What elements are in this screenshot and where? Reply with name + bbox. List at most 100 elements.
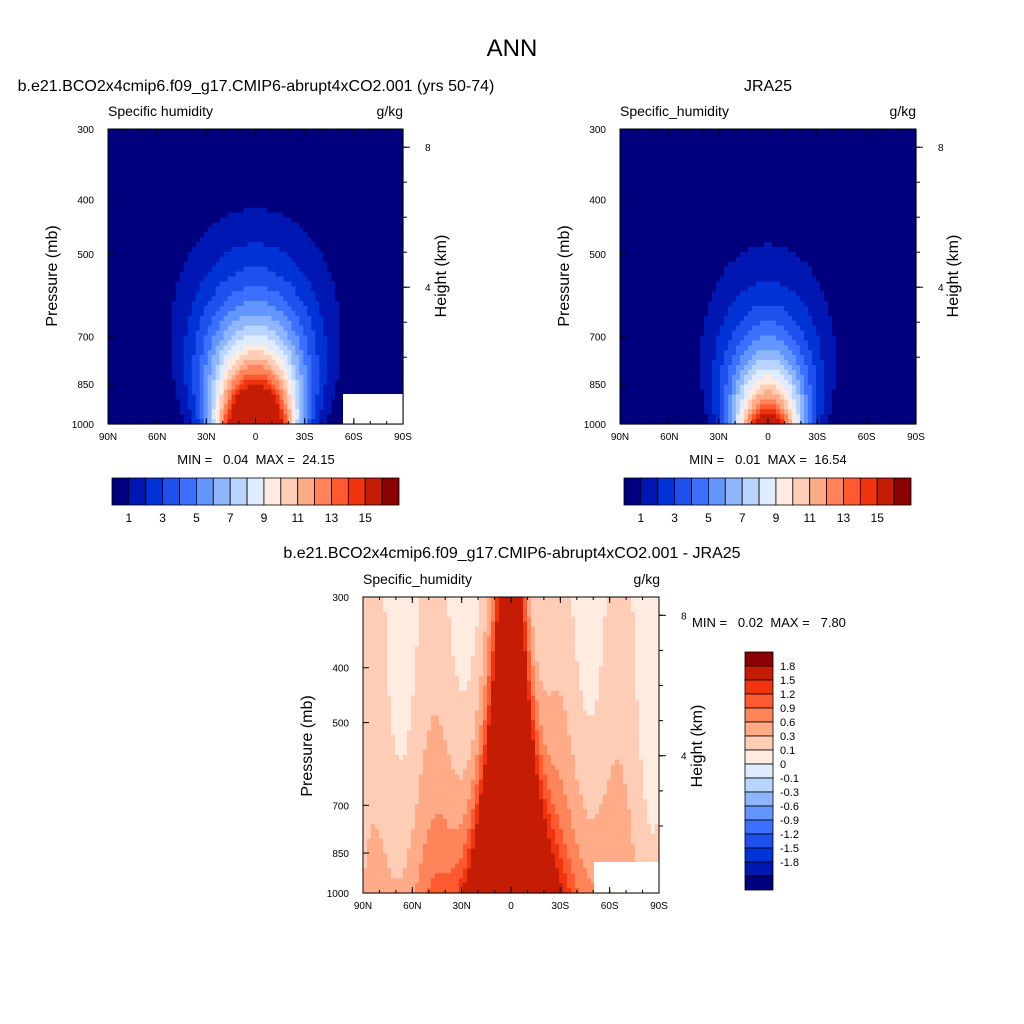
heatmap-cell [307,222,312,228]
heatmap-cell [235,217,241,224]
heatmap-cell [351,247,356,253]
heatmap-cell [395,296,400,302]
heatmap-cell [159,251,165,258]
heatmap-cell [311,168,316,174]
heatmap-cell [275,217,281,224]
heatmap-cell [331,158,336,165]
heatmap-cell [227,276,233,283]
heatmap-cell [147,212,153,219]
heatmap-cell [187,389,193,396]
heatmap-cell [159,414,165,420]
heatmap-cell [664,129,669,135]
heatmap-cell [171,143,177,150]
heatmap-cell [748,153,753,160]
heatmap-cell [108,365,113,371]
heatmap-cell [247,296,253,302]
heatmap-cell [215,148,221,155]
heatmap-cell [363,242,368,248]
heatmap-cell [119,271,125,278]
heatmap-cell [379,320,384,327]
heatmap-cell [115,178,121,184]
heatmap-cell [756,153,761,160]
heatmap-cell [191,133,197,140]
heatmap-cell [243,276,249,283]
heatmap-cell [355,129,360,135]
heatmap-cell [640,129,645,135]
heatmap-cell [251,178,257,184]
heatmap-cell [704,133,709,140]
heatmap-cell [275,310,281,317]
heatmap-cell [167,143,173,150]
heatmap-cell [287,133,292,140]
heatmap-cell [239,345,245,351]
heatmap-cell [363,301,368,307]
heatmap-cell [135,202,141,209]
heatmap-cell [251,301,257,307]
panel-model-minmax: MIN = 0.04 MAX = 24.15 [177,452,335,467]
heatmap-cell [231,133,237,140]
heatmap-cell [179,404,185,410]
heatmap-cell [355,222,360,228]
heatmap-cell [259,207,265,214]
heatmap-cell [303,315,308,322]
heatmap-cell [187,384,193,391]
heatmap-cell [327,296,332,302]
heatmap-cell [391,251,396,258]
heatmap-cell [195,163,201,169]
heatmap-cell [111,163,117,169]
heatmap-cell [291,266,296,273]
heatmap-cell [263,192,269,199]
heatmap-cell [371,301,376,307]
heatmap-cell [355,340,360,346]
heatmap-cell [219,320,225,327]
heatmap-cell [159,222,165,228]
heatmap-cell [247,409,253,415]
heatmap-cell [283,143,288,150]
heatmap-cell [319,384,324,391]
heatmap-cell [359,389,364,396]
heatmap-cell [223,296,229,302]
heatmap-cell [303,379,308,386]
heatmap-cell [111,340,117,346]
heatmap-cell [143,360,149,366]
y-tick-label: 400 [77,195,94,206]
heatmap-cell [387,163,392,169]
heatmap-cell [804,133,809,140]
heatmap-cell [108,271,113,278]
heatmap-cell [127,178,133,184]
heatmap-cell [323,173,328,179]
heatmap-cell [335,330,340,337]
heatmap-cell [263,183,269,189]
heatmap-cell [287,345,292,351]
heatmap-cell [247,404,253,410]
y-tick-label: 500 [77,250,94,261]
heatmap-cell [227,414,233,420]
heatmap-cell [744,143,749,150]
heatmap-cell [339,389,344,396]
heatmap-cell [163,301,169,307]
heatmap-cell [704,143,709,150]
heatmap-cell [239,355,245,361]
heatmap-cell [291,320,296,327]
heatmap-cell [247,306,253,312]
heatmap-cell [227,301,233,307]
heatmap-cell [267,133,273,140]
heatmap-cell [251,276,257,283]
heatmap-cell [804,129,809,135]
heatmap-cell [371,365,376,371]
heatmap-cell [219,350,225,356]
heatmap-cell [255,173,261,179]
heatmap-cell [251,153,257,160]
heatmap-cell [219,133,225,140]
heatmap-cell [355,365,360,371]
heatmap-cell [139,369,145,376]
heatmap-cell [183,143,189,150]
heatmap-cell [143,271,149,278]
heatmap-cell [159,158,165,165]
heatmap-cell [259,310,265,317]
heatmap-cell [199,384,205,391]
heatmap-cell [828,143,833,150]
heatmap-cell [303,355,308,361]
heatmap-cell [259,247,265,253]
heatmap-cell [828,153,833,160]
